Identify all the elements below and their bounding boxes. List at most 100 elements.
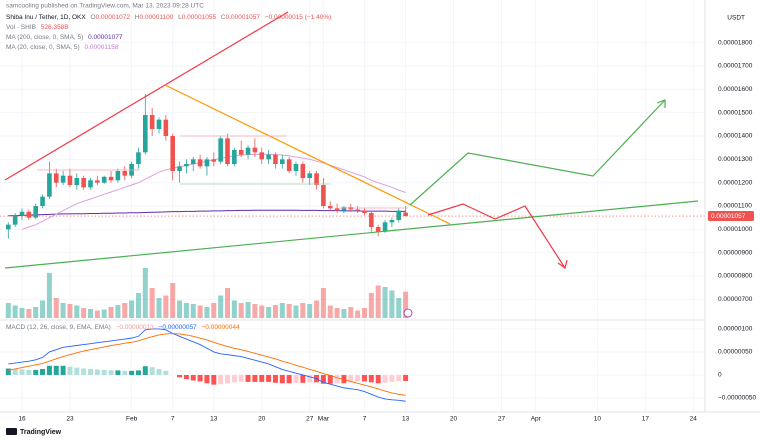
volume-bar (170, 283, 176, 318)
volume-bar (231, 300, 237, 318)
brand-logo (6, 428, 17, 435)
macd-value: −0.00000057 (159, 324, 198, 331)
macd-histogram-bar (156, 368, 162, 375)
x-tick-label: 16 (18, 416, 26, 423)
candle-body (286, 159, 292, 171)
macd-histogram-bar (46, 365, 52, 375)
macd-histogram-bar (272, 374, 278, 383)
resistance-trendline (4, 11, 289, 181)
volume-bar (314, 300, 320, 318)
event-icon[interactable] (403, 308, 413, 318)
volume-bar (163, 295, 169, 318)
currency: USDT (727, 15, 745, 22)
macd-histogram-bar (122, 370, 128, 375)
candle-body (12, 215, 18, 225)
macd-histogram-bar (300, 374, 306, 383)
macd-hist-value: −0.00000013 (116, 324, 155, 331)
candle-body (211, 159, 217, 162)
candle-body (40, 196, 45, 206)
macd-histogram-bar (12, 368, 18, 375)
arrow-head (656, 99, 666, 108)
volume-bar (142, 268, 148, 318)
y-tick-label: 0.00001700 (718, 63, 753, 70)
y-tick-label: 0.00000900 (718, 249, 753, 256)
macd-histogram-bar (266, 374, 272, 382)
y-tick-label: 0.00001600 (718, 86, 753, 93)
volume-bar (67, 304, 73, 318)
candle-body (143, 115, 148, 153)
x-tick-label: 20 (258, 416, 266, 423)
candle-body (341, 207, 347, 211)
bullish-arrow (409, 99, 666, 206)
macd-histogram-bar (204, 374, 210, 384)
candle-body (170, 136, 175, 171)
macd-histogram-bar (382, 374, 388, 383)
volume-bar (53, 298, 59, 318)
marks (0, 94, 705, 402)
bearish-arrow (427, 203, 566, 269)
macd-histogram-bar (94, 369, 100, 375)
candle-body (218, 138, 223, 162)
macd-histogram-bar (74, 367, 80, 375)
candle-body (163, 119, 169, 136)
x-tick-label: Feb (126, 416, 138, 423)
macd-histogram-bar (279, 374, 285, 384)
volume-bar (348, 307, 354, 318)
candle-body (307, 173, 312, 178)
candle-body (149, 115, 155, 129)
candle-body (403, 212, 408, 217)
candle-body (26, 211, 32, 218)
ohlc-value: 0.00001072 (96, 14, 131, 21)
macd-histogram-bar (218, 374, 224, 385)
y-tick-label: 0.00001800 (718, 39, 753, 46)
candle-body (300, 164, 306, 178)
volume-bar (279, 303, 285, 318)
volume-bar (12, 305, 18, 318)
y-tick-label: 0.00000700 (718, 296, 753, 303)
volume-bar (300, 303, 306, 318)
macd-histogram-bar (149, 367, 155, 375)
volume-bar (368, 293, 374, 318)
volume-bar (307, 304, 313, 318)
ma-legend: MA (200, close, 0, SMA, 5) 0.00001077 (6, 34, 123, 41)
volume-bar (355, 310, 361, 318)
macd-histogram-bar (81, 368, 87, 375)
volume-bar (238, 303, 244, 318)
volume-bar (33, 307, 39, 318)
candle-body (396, 210, 402, 220)
candle-body (252, 147, 258, 153)
candle-body (321, 185, 326, 206)
x-tick-label: Mar (318, 416, 330, 423)
volume-bar (245, 302, 251, 318)
volume-bar (320, 288, 326, 318)
candle-body (375, 227, 381, 232)
candle-body (238, 150, 244, 155)
candle-body (101, 176, 107, 183)
macd-histogram-bar (320, 374, 326, 384)
candle-body (204, 159, 210, 167)
macd-histogram-bar (53, 365, 59, 375)
candle-body (382, 222, 388, 232)
descending-trendline (164, 84, 451, 225)
volume-bar (375, 285, 381, 318)
macd-histogram-bar (368, 374, 374, 383)
macd-histogram-bar (362, 374, 367, 382)
ohlc-label: C (221, 14, 226, 21)
macd-histogram-bar (40, 368, 46, 375)
volume-bar (135, 293, 141, 318)
macd-histogram-bar (26, 369, 32, 375)
y-tick-label: 0.00000100 (718, 326, 753, 333)
volume-bar (259, 305, 265, 318)
macd-histogram-bar (307, 374, 313, 383)
last-price-tag (708, 211, 754, 222)
candle-body (67, 175, 73, 185)
candle-body (33, 206, 38, 218)
symbol: Shiba Inu / Tether, 1D, OKX (6, 14, 86, 21)
macd-histogram-bar (225, 374, 230, 384)
volume-bar (88, 309, 93, 318)
volume-bar (389, 290, 395, 318)
candle-body (95, 180, 100, 183)
moving-average (8, 209, 406, 217)
candle-body (53, 173, 59, 183)
